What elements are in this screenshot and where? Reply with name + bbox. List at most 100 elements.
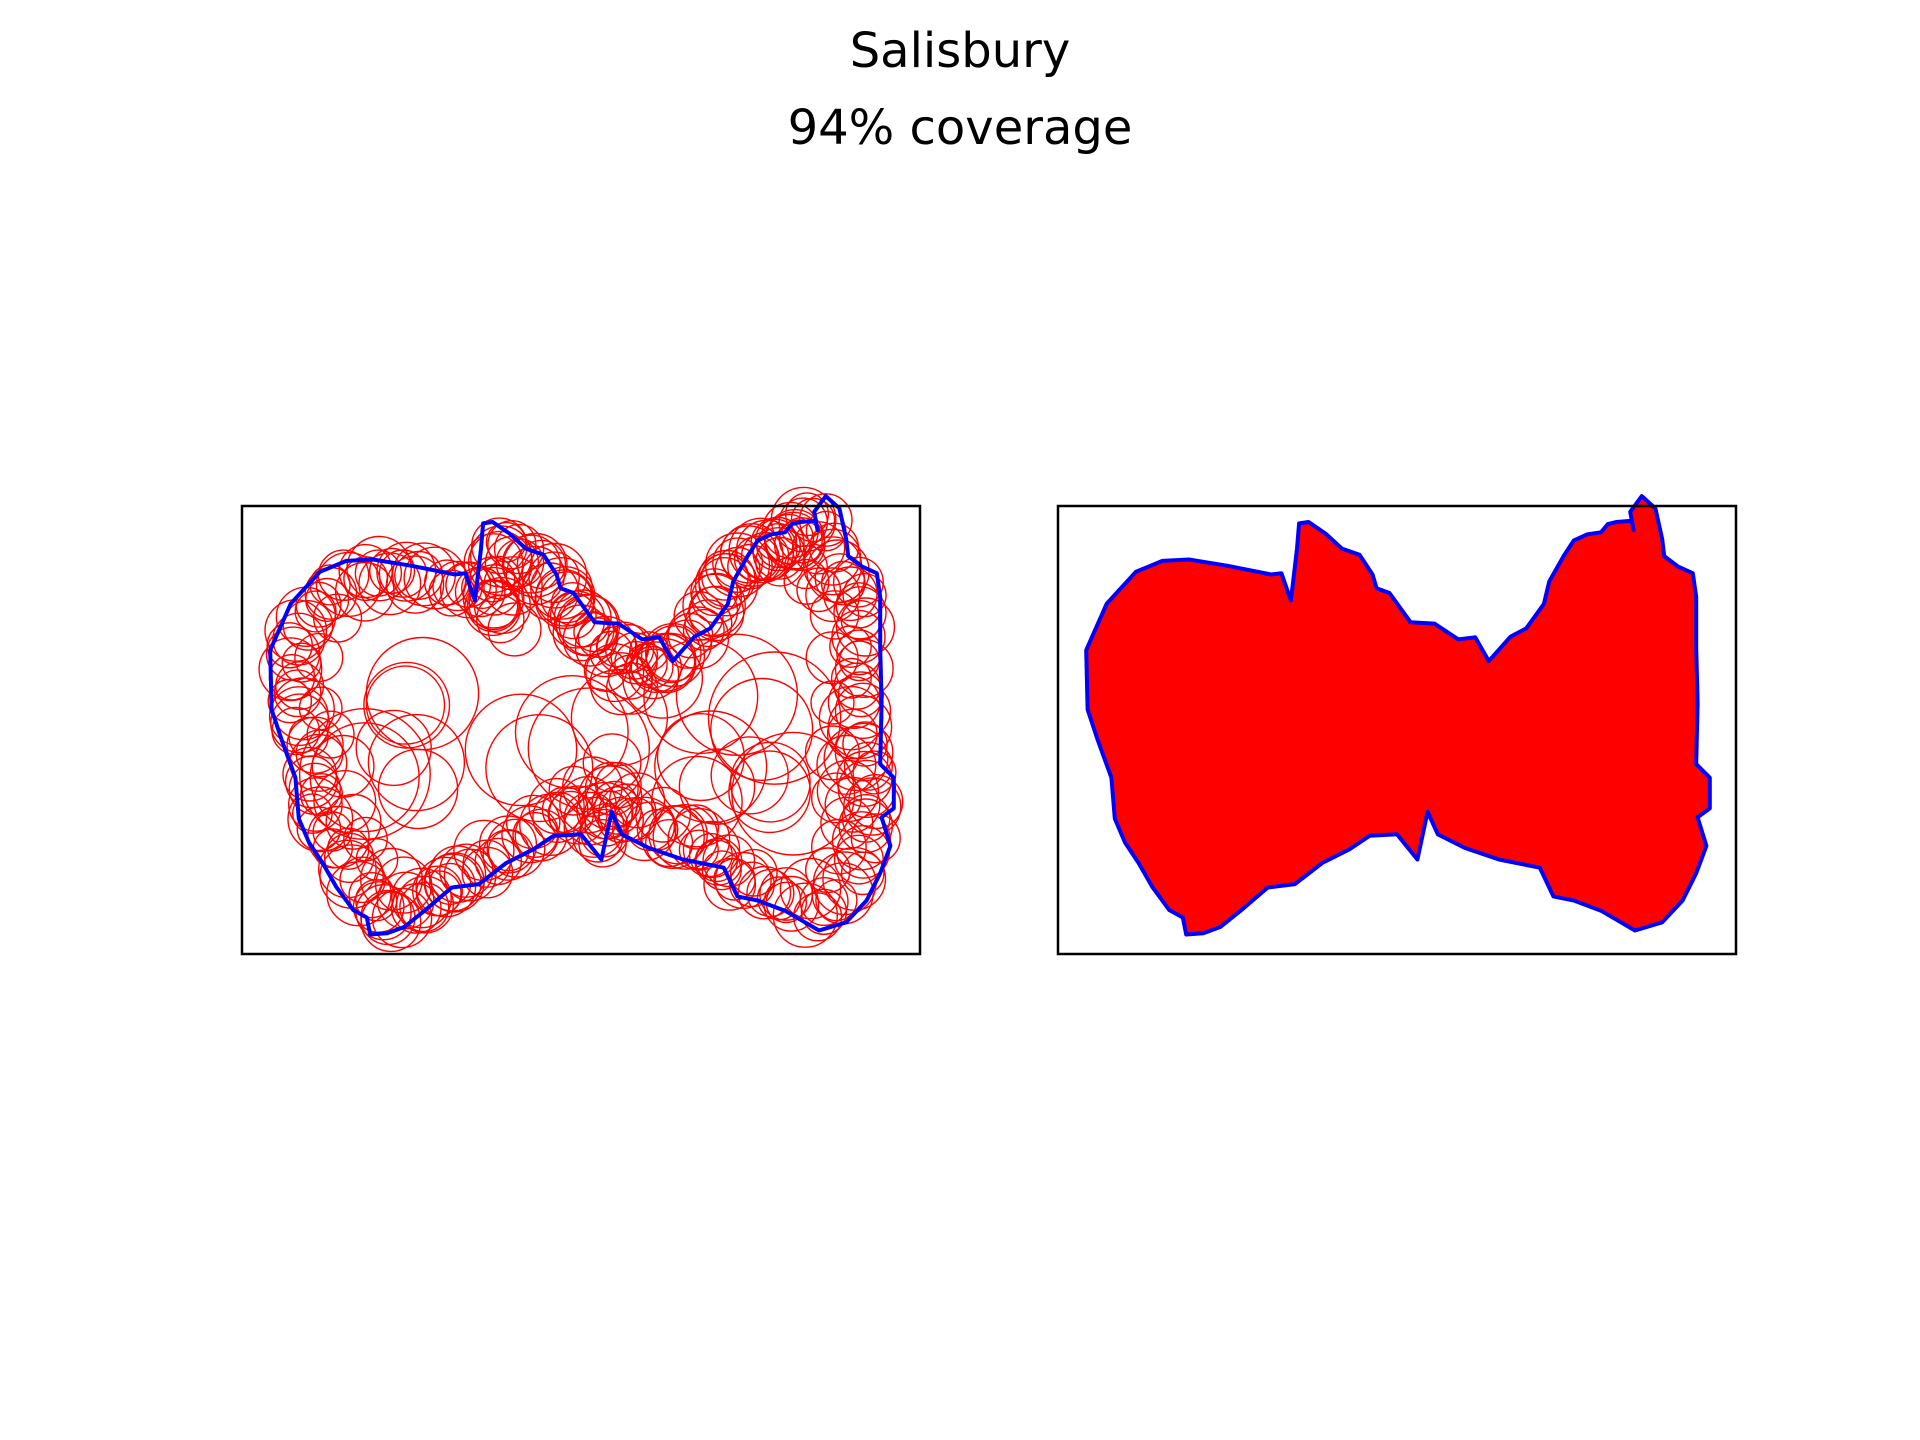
coverage-circle xyxy=(682,573,746,638)
coverage-circle xyxy=(678,829,719,870)
coverage-circle xyxy=(377,748,459,830)
coverage-circle xyxy=(673,590,724,642)
coverage-circle xyxy=(593,786,642,835)
coverage-circle xyxy=(358,552,422,616)
coverage-circle xyxy=(832,556,884,608)
coverage-circle xyxy=(688,832,733,878)
coverage-circle xyxy=(309,722,420,833)
coverage-circle xyxy=(495,538,545,588)
coverage-circle xyxy=(299,773,344,817)
coverage-circle xyxy=(343,816,388,862)
coverage-circle xyxy=(267,678,313,724)
coverage-circle xyxy=(268,686,329,747)
coverage-circle xyxy=(820,796,874,850)
coverage-circle xyxy=(759,867,813,921)
coverage-circle xyxy=(830,657,872,699)
coverage-circle xyxy=(729,848,778,897)
coverage-circle xyxy=(654,710,768,824)
coverage-circle xyxy=(835,597,896,657)
coverage-circle xyxy=(415,856,477,918)
coverage-circle xyxy=(473,576,531,635)
coverage-circle xyxy=(478,815,538,874)
plot-frame xyxy=(1056,504,1738,956)
coverage-circle xyxy=(733,535,781,582)
coverage-circle xyxy=(527,687,650,810)
coverage-circle xyxy=(582,733,642,793)
coverage-circle xyxy=(779,857,842,920)
coverage-circle xyxy=(798,493,853,547)
coverage-circle xyxy=(729,741,811,823)
coverage-circle xyxy=(514,674,629,789)
coverage-circle xyxy=(295,581,342,628)
coverage-circle xyxy=(258,637,323,702)
coverage-circle xyxy=(390,882,442,934)
coverage-circle xyxy=(282,746,338,802)
coverage-circle xyxy=(710,677,814,782)
coverage-circle xyxy=(312,593,363,643)
coverage-circle xyxy=(796,567,842,613)
coverage-circle xyxy=(678,748,756,826)
coverage-circle xyxy=(562,611,618,667)
coverage-circle xyxy=(811,818,867,875)
coverage-circle xyxy=(563,796,625,858)
coverage-circle xyxy=(701,553,749,601)
coverage-circle xyxy=(339,856,386,904)
coverage-area xyxy=(1086,496,1710,935)
coverage-circle xyxy=(628,648,680,700)
coverage-circle xyxy=(411,865,463,917)
coverage-circle xyxy=(675,633,799,757)
coverage-circle xyxy=(810,680,855,725)
coverage-circle xyxy=(783,558,830,605)
coverage-circle xyxy=(650,755,743,848)
figure-title: Salisbury xyxy=(849,23,1071,79)
coverage-circle xyxy=(485,521,527,563)
coverage-circle-group xyxy=(258,486,904,953)
coverage-circle xyxy=(487,602,542,657)
coverage-circle xyxy=(811,772,863,824)
coverage-circle xyxy=(834,722,894,782)
coverage-circle xyxy=(667,807,731,871)
coverage-circle xyxy=(707,651,842,785)
coverage-circle xyxy=(783,544,828,590)
filled-coverage-panel xyxy=(1056,494,1738,956)
coverage-fill xyxy=(1086,496,1710,935)
coverage-circle xyxy=(682,820,741,879)
coverage-circle xyxy=(791,521,846,575)
coverage-circle xyxy=(354,549,403,597)
circle-outline-panel xyxy=(240,486,922,956)
coverage-circle xyxy=(298,707,431,841)
coverage-circle xyxy=(829,625,872,669)
coverage-circle xyxy=(804,725,860,781)
coverage-circle xyxy=(298,686,343,731)
coverage-circle xyxy=(273,669,322,718)
coverage-circle xyxy=(326,861,392,927)
coverage-circle xyxy=(463,533,524,594)
coverage-circle xyxy=(702,834,756,888)
coverage-circle xyxy=(482,828,535,881)
coverage-circle xyxy=(823,725,889,791)
coverage-circle xyxy=(643,638,759,755)
coverage-circle xyxy=(644,625,702,682)
circle-outline-plot xyxy=(240,486,922,956)
coverage-circle xyxy=(589,652,653,716)
coverage-circle xyxy=(728,750,811,834)
coverage-circle xyxy=(809,590,860,640)
coverage-circle xyxy=(391,867,452,929)
coverage-circle xyxy=(805,847,851,894)
coverage-circle xyxy=(374,856,433,914)
filled-coverage-plot xyxy=(1056,494,1738,956)
coverage-circle xyxy=(462,566,525,629)
coverage-circle xyxy=(703,857,757,911)
coverage-circle xyxy=(348,872,395,919)
coverage-circle xyxy=(385,555,445,614)
coverage-circle xyxy=(363,661,451,749)
coverage-circle xyxy=(843,741,893,791)
region-boundary xyxy=(268,494,896,937)
coverage-circle xyxy=(770,486,837,553)
coverage-circle xyxy=(294,590,337,633)
coverage-circle xyxy=(622,637,704,719)
coverage-circle xyxy=(311,734,375,798)
coverage-circle xyxy=(746,868,795,918)
coverage-circle xyxy=(548,785,608,845)
coverage-circle xyxy=(614,640,658,685)
